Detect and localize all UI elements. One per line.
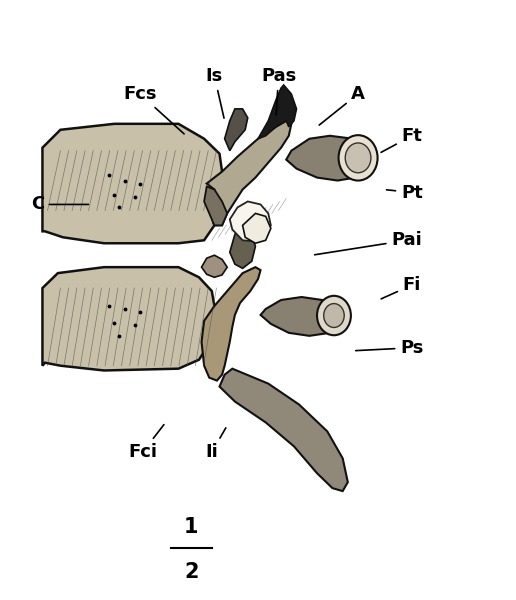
Polygon shape xyxy=(202,255,227,277)
Polygon shape xyxy=(286,136,374,181)
Circle shape xyxy=(324,304,344,328)
Text: Fci: Fci xyxy=(128,425,164,461)
Polygon shape xyxy=(204,187,227,226)
Polygon shape xyxy=(261,297,348,336)
Text: 1: 1 xyxy=(184,517,199,537)
Circle shape xyxy=(338,135,378,181)
Circle shape xyxy=(317,296,351,335)
Polygon shape xyxy=(219,368,348,491)
Text: Fi: Fi xyxy=(381,276,421,299)
Text: Is: Is xyxy=(206,67,224,118)
Circle shape xyxy=(345,143,371,173)
Polygon shape xyxy=(230,226,255,268)
Polygon shape xyxy=(230,202,271,241)
Text: 2: 2 xyxy=(184,562,199,582)
Polygon shape xyxy=(202,267,261,380)
Text: A: A xyxy=(319,85,365,125)
Polygon shape xyxy=(243,214,271,243)
Text: Pas: Pas xyxy=(261,67,296,115)
Polygon shape xyxy=(42,267,214,370)
Text: Pai: Pai xyxy=(315,231,422,255)
Text: Ps: Ps xyxy=(356,339,424,357)
Text: Fcs: Fcs xyxy=(123,85,184,134)
Polygon shape xyxy=(224,109,248,151)
Polygon shape xyxy=(207,121,292,226)
Text: C: C xyxy=(30,196,88,214)
Polygon shape xyxy=(258,85,297,139)
Text: Pt: Pt xyxy=(386,184,423,202)
Text: Ii: Ii xyxy=(205,428,226,461)
Polygon shape xyxy=(42,124,222,243)
Text: Ft: Ft xyxy=(381,127,423,152)
